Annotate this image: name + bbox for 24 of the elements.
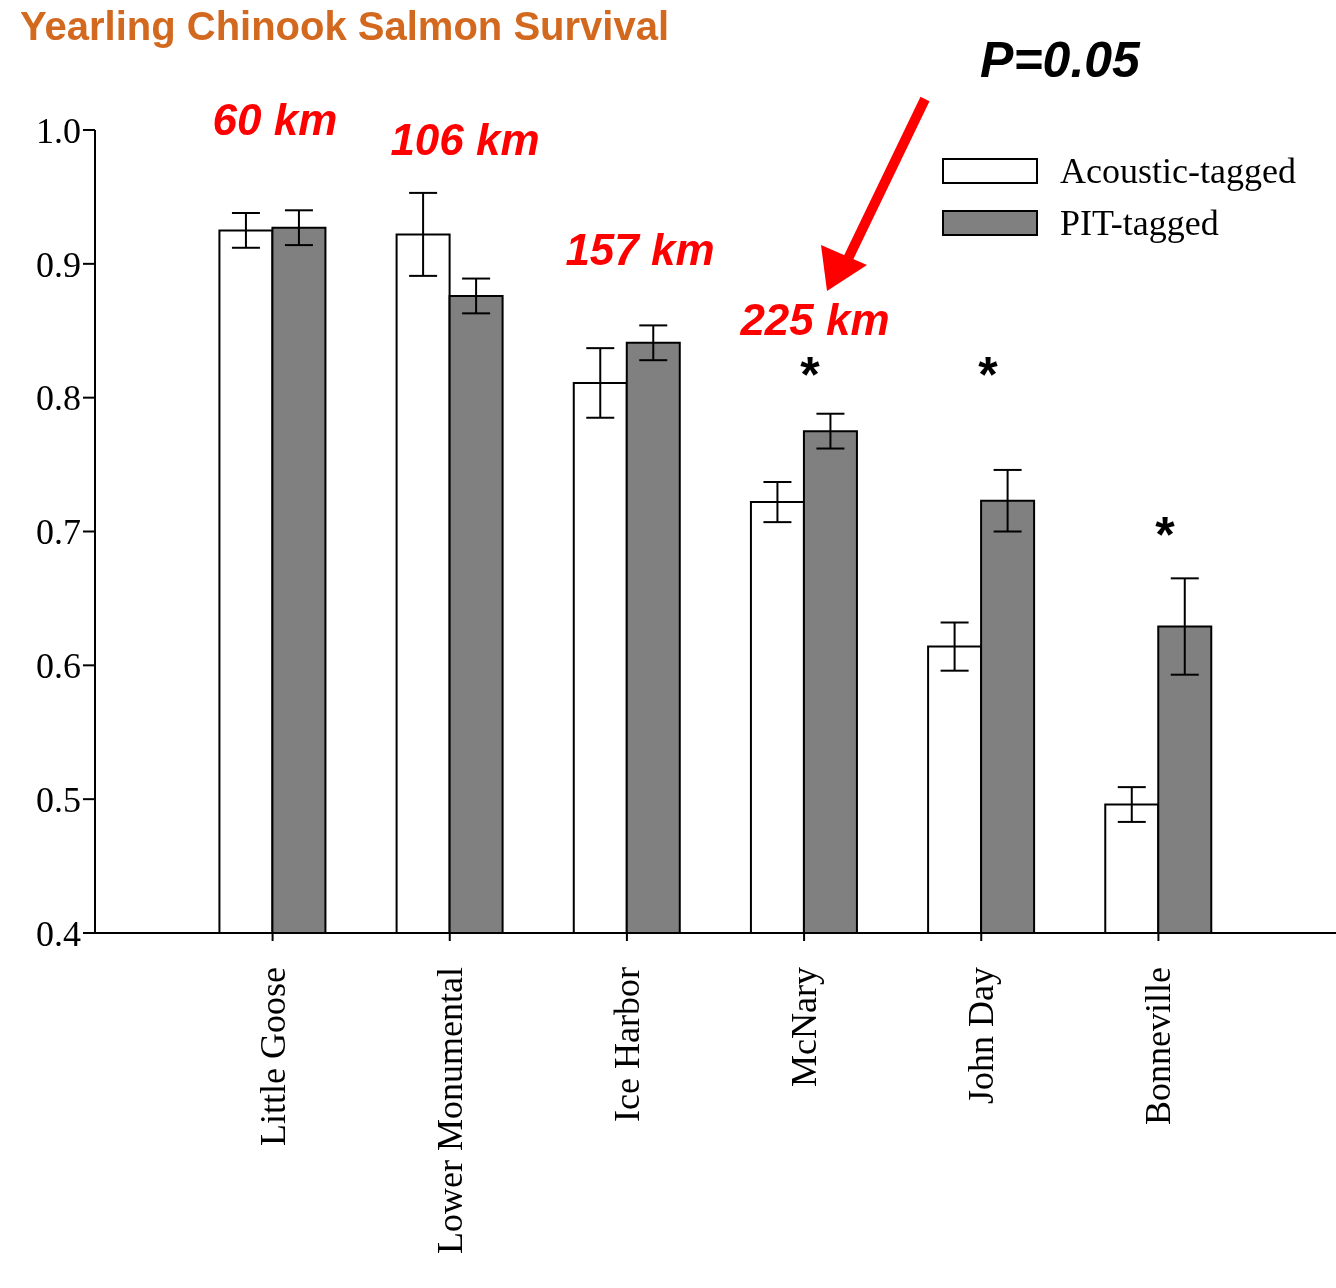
annotation: * [978, 346, 998, 404]
legend-label: PIT-tagged [1060, 202, 1219, 244]
annotation: 225 km [740, 295, 890, 345]
x-tick-label: Little Goose [252, 967, 293, 1146]
x-tick-label: John Day [961, 967, 1002, 1104]
y-tick-label: 0.8 [36, 378, 81, 419]
chart-title: Yearling Chinook Salmon Survival [20, 4, 670, 49]
annotation: * [1155, 506, 1175, 564]
x-tick-label: Lower Monumental [429, 967, 470, 1254]
annotation: 60 km [212, 95, 338, 145]
y-tick-label: 0.6 [36, 646, 81, 687]
legend-label: Acoustic-tagged [1060, 150, 1296, 192]
x-tick-label: McNary [784, 967, 825, 1087]
text: P=0.05 [980, 31, 1140, 89]
annotation: * [800, 346, 820, 404]
annotation: 106 km [390, 115, 540, 165]
y-tick-label: 0.9 [36, 244, 81, 285]
y-tick-label: 0.4 [36, 913, 81, 954]
annotation: 157 km [565, 225, 715, 275]
y-tick-label: 0.5 [36, 779, 81, 820]
y-tick-label: 1.0 [36, 110, 81, 151]
y-tick-label: 0.7 [36, 512, 81, 553]
x-tick-label: Bonneville [1138, 967, 1179, 1125]
x-tick-label: Ice Harbor [606, 967, 647, 1122]
